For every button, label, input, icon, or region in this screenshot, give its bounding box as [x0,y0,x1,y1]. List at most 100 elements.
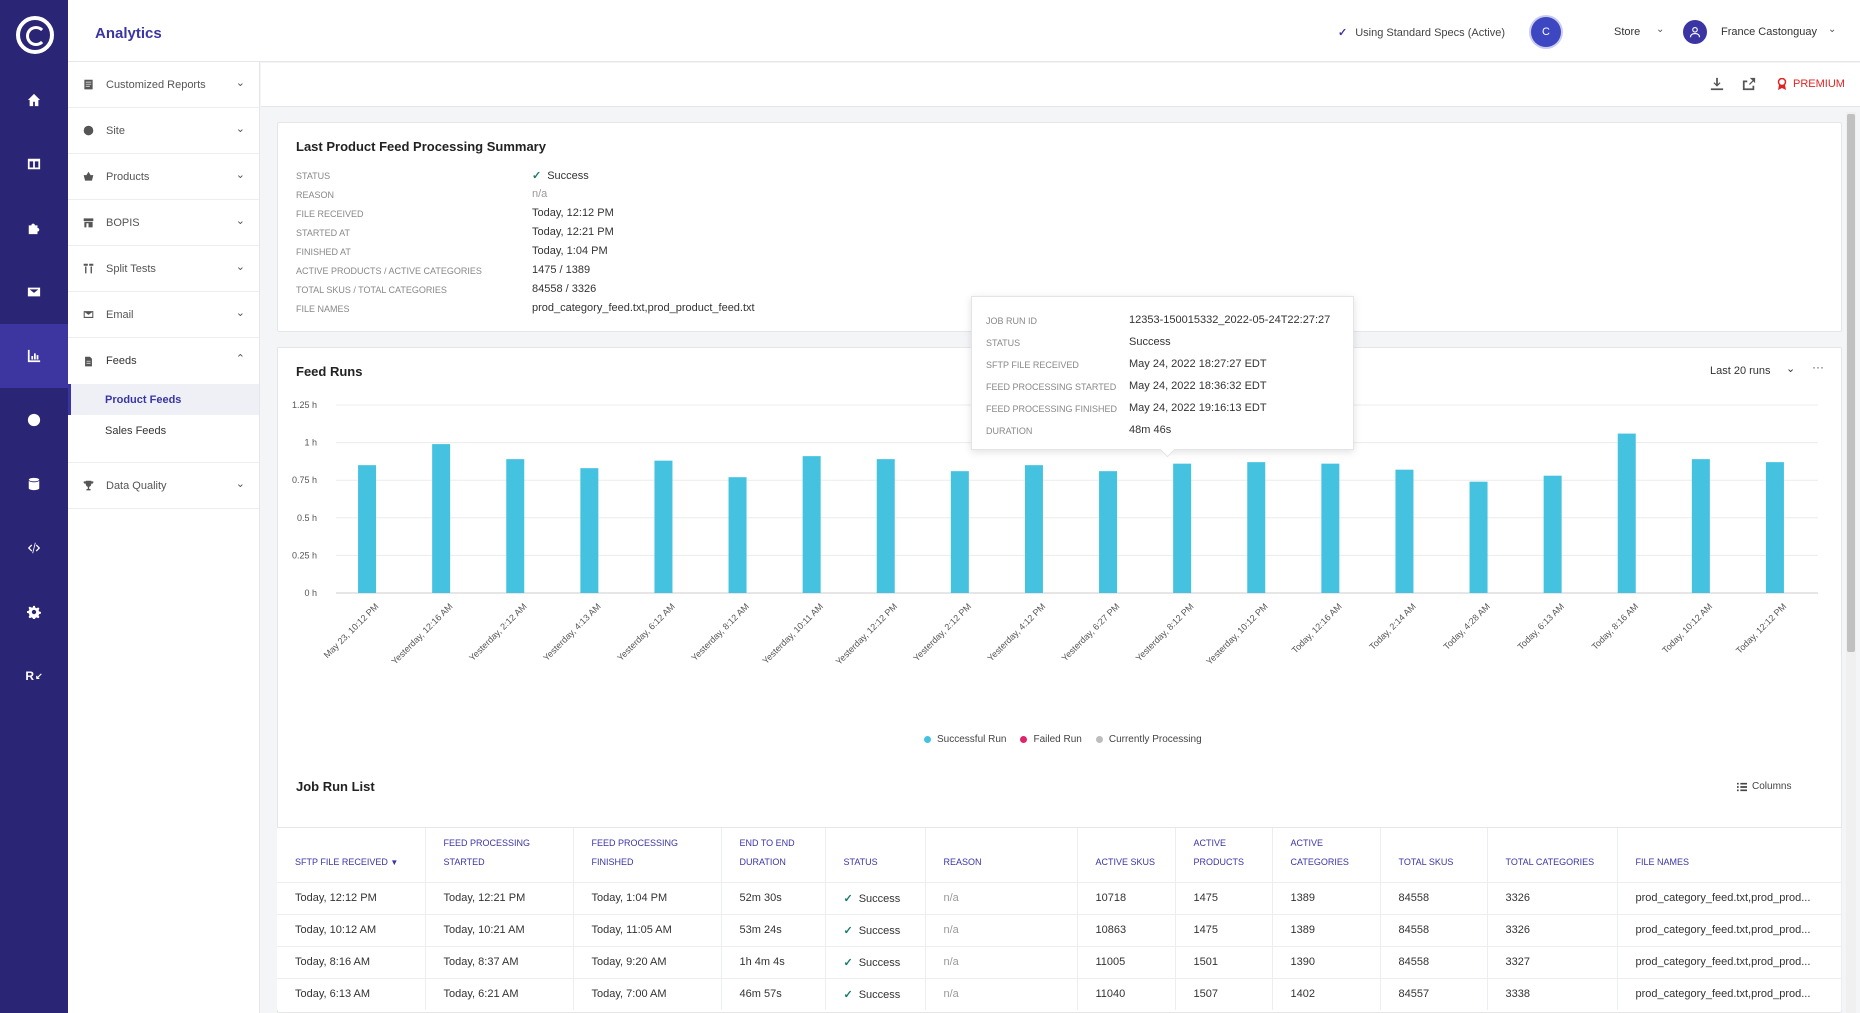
table-row[interactable]: Today, 8:16 AM Today, 8:37 AM Today, 9:20 … [277,945,1842,978]
specs-indicator[interactable]: ✓ Using Standard Specs (Active) [1338,26,1505,40]
table-cell: prod_category_feed.txt,prod_prod... [1617,913,1842,946]
scrollbar-thumb[interactable] [1847,114,1855,652]
chart-bar[interactable] [1543,475,1562,593]
account-avatar[interactable]: C [1531,17,1561,47]
sidebar-item-products[interactable]: Products ⌄ [68,154,259,200]
user-avatar[interactable] [1683,20,1707,44]
home-icon[interactable] [0,68,68,132]
chevron-down-icon: ⌄ [235,307,245,319]
runs-range-select[interactable]: Last 20 runs [1710,365,1771,377]
columns-button[interactable]: Columns [1737,781,1791,792]
table-cell: 1389 [1272,913,1381,946]
legend-label: Failed Run [1033,734,1082,745]
table-row[interactable]: Today, 12:12 PM Today, 12:21 PM Today, 1:0… [277,881,1842,914]
chart-bar[interactable] [1321,463,1340,593]
sidebar-item-bopis[interactable]: BOPIS ⌄ [68,200,259,246]
chart-bar[interactable] [654,460,673,593]
x-tick-label: Yesterday, 6:12 AM [615,601,677,663]
x-tick-label: Yesterday, 10:12 PM [1204,601,1269,666]
chart-bar[interactable] [728,477,747,593]
table-cell: 3326 [1487,881,1618,914]
x-tick-label: Yesterday, 2:12 PM [911,601,973,663]
chevron-down-icon: ⌄ [235,77,245,89]
chart-bar[interactable] [802,456,821,593]
chart-bar[interactable] [1395,469,1414,593]
mail-icon[interactable] [0,260,68,324]
column-header[interactable]: ACTIVE CATEGORIES [1272,828,1381,882]
legend-item[interactable]: Failed Run [1020,734,1082,745]
chart-bar[interactable] [506,459,525,593]
chart-bar[interactable] [1024,465,1043,593]
file-icon [81,354,95,368]
chart-bar[interactable] [1617,433,1636,593]
chart-bar[interactable] [1173,463,1192,593]
table-row[interactable]: Today, 6:13 AM Today, 6:21 AM Today, 7:00 … [277,977,1842,1010]
column-header[interactable]: TOTAL SKUS [1380,828,1488,882]
column-header[interactable]: STATUS [825,828,926,882]
page-scrollbar[interactable] [1846,112,1856,1013]
column-header[interactable]: ACTIVE PRODUCTS [1175,828,1273,882]
column-header[interactable]: REASON [925,828,1078,882]
job-run-table: SFTP FILE RECEIVED ▼ FEED PROCESSING STA… [277,827,1842,1010]
chart-bar[interactable] [1099,471,1118,593]
database-icon[interactable] [0,452,68,516]
premium-badge[interactable]: PREMIUM [1777,78,1845,90]
tooltip-label: JOB RUN ID [986,316,1038,326]
x-tick-label: May 23, 10:12 PM [322,601,381,660]
chart-icon[interactable] [0,324,68,388]
sidebar-item-data-quality[interactable]: Data Quality ⌄ [68,463,259,509]
chart-bar[interactable] [1765,462,1784,593]
table-cell: 3326 [1487,913,1618,946]
chart-bar[interactable] [1247,462,1266,593]
puzzle-icon[interactable] [0,196,68,260]
gear-icon[interactable] [0,580,68,644]
table-cell: 1389 [1272,881,1381,914]
table-row[interactable]: Today, 10:12 AM Today, 10:21 AM Today, 11:… [277,913,1842,946]
sidebar-item-split-tests[interactable]: Split Tests ⌄ [68,246,259,292]
column-header[interactable]: SFTP FILE RECEIVED ▼ [277,828,426,882]
x-tick-label: Today, 12:16 AM [1290,601,1344,655]
sidebar-item-site[interactable]: Site ⌄ [68,108,259,154]
sidebar-item-email[interactable]: Email ⌄ [68,292,259,338]
download-icon[interactable] [1710,77,1726,93]
more-icon[interactable]: ··· [1812,360,1824,374]
sidebar-item-customized-reports[interactable]: Customized Reports ⌄ [68,62,259,108]
app-logo[interactable] [16,16,54,54]
chart-bar[interactable] [876,459,895,593]
column-header[interactable]: FEED PROCESSING STARTED [425,828,574,882]
chart-bar[interactable] [358,465,377,593]
column-header[interactable]: END TO END DURATION [721,828,826,882]
store-selector[interactable]: Store [1614,26,1641,38]
chart-bar[interactable] [950,471,969,593]
reports-shortcut[interactable]: R ↙ [25,669,43,683]
column-header[interactable]: ACTIVE SKUS [1077,828,1176,882]
table-cell: 1402 [1272,977,1381,1010]
sidebar-subitem-product-feeds[interactable]: Product Feeds [68,384,259,415]
column-header[interactable]: TOTAL CATEGORIES [1487,828,1618,882]
sidebar-subitem-sales-feeds[interactable]: Sales Feeds [105,424,167,437]
legend-dot [1020,735,1028,743]
chart-bar[interactable] [1469,481,1488,593]
table-cell: Today, 7:00 AM [573,977,722,1010]
x-tick-label: Yesterday, 4:12 PM [985,601,1047,663]
chevron-down-icon[interactable]: ⌄ [1828,24,1837,35]
chart-bar[interactable] [1691,459,1710,593]
chart-bar[interactable] [580,468,599,593]
check-icon: ✓ [843,956,853,969]
column-header[interactable]: FEED PROCESSING FINISHED [573,828,722,882]
legend-item[interactable]: Successful Run [924,734,1006,745]
legend-item[interactable]: Currently Processing [1095,734,1202,745]
code-icon[interactable] [0,516,68,580]
globe-icon[interactable] [0,388,68,452]
user-name[interactable]: France Castonguay [1721,26,1817,38]
share-icon[interactable] [1742,77,1758,93]
reports-shortcut-label: R [25,669,35,683]
chevron-down-icon[interactable]: ⌄ [1786,363,1796,375]
sidebar-item-feeds[interactable]: Feeds ⌃ [68,338,259,384]
sidebar-item-label: Split Tests [106,262,156,275]
column-header[interactable]: FILE NAMES [1617,828,1842,882]
dashboard-icon[interactable] [0,132,68,196]
chevron-down-icon[interactable]: ⌄ [1656,24,1665,35]
chart-bar[interactable] [432,444,451,593]
tooltip-value: May 24, 2022 19:16:13 EDT [1129,402,1267,414]
